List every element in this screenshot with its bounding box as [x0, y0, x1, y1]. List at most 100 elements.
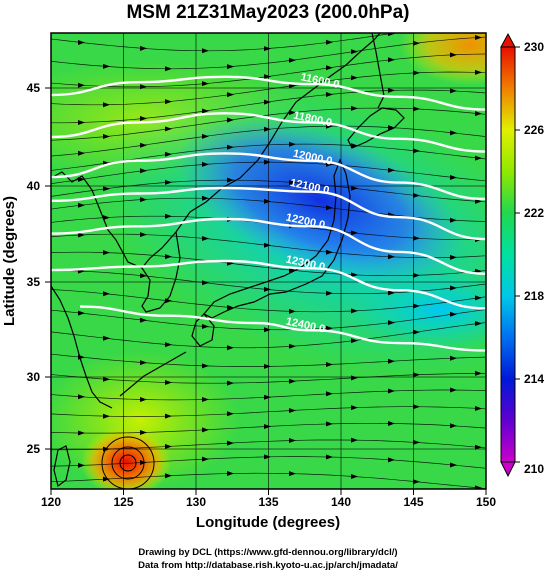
streamline: [51, 422, 486, 434]
streamline-arrow: [289, 378, 296, 384]
streamline-arrow: [388, 254, 395, 260]
streamline-arrow: [103, 102, 110, 108]
streamline: [51, 33, 398, 52]
streamline: [51, 373, 485, 384]
x-tick-label: 130: [186, 495, 206, 509]
streamline-arrow: [264, 327, 271, 333]
streamline-arrow: [78, 40, 85, 45]
streamline: [51, 289, 486, 313]
streamline-arrow: [202, 81, 209, 87]
streamline-arrow: [264, 454, 271, 460]
streamline-arrow: [140, 197, 147, 203]
streamline-arrow: [78, 150, 85, 156]
streamline: [51, 53, 486, 88]
streamline-arrow: [202, 133, 209, 139]
coast-ryukyu: [119, 351, 187, 397]
streamline-arrow: [450, 52, 457, 58]
x-tick-label: 150: [476, 495, 496, 509]
streamline-arrow: [475, 406, 482, 411]
streamline-arrow: [103, 476, 110, 482]
streamline-arrow: [351, 474, 358, 479]
streamline-arrow: [202, 161, 209, 167]
streamline: [51, 406, 486, 417]
y-tick-label: 35: [27, 275, 41, 289]
coast-taiwan: [53, 445, 71, 488]
streamline-arrow: [351, 308, 358, 314]
streamline-arrow: [388, 33, 395, 37]
streamline-arrow: [140, 360, 147, 366]
streamline-arrow: [202, 108, 209, 114]
streamline: [51, 71, 486, 106]
streamline-arrow: [475, 444, 482, 450]
streamline-arrow: [103, 63, 110, 69]
streamline: [51, 233, 486, 259]
streamline-arrow: [140, 168, 147, 174]
streamline-arrow: [78, 462, 85, 468]
streamline-arrow: [475, 111, 482, 117]
streamline-arrow: [450, 23, 457, 28]
contour-line: [51, 152, 486, 201]
colorbar: 230 226 222 218 214 210: [500, 32, 544, 478]
streamline-arrow: [227, 64, 234, 70]
streamline-arrow: [413, 372, 420, 378]
streamline-arrow: [475, 35, 482, 40]
streamline-arrow: [351, 49, 358, 55]
streamline-arrow: [450, 130, 457, 136]
streamline-arrow: [289, 343, 296, 349]
streamline: [51, 251, 486, 277]
contour-line: [51, 259, 486, 310]
streamline-arrow: [289, 83, 296, 89]
colorbar-tick-label: 230: [524, 40, 544, 54]
streamline-arrow: [264, 394, 271, 400]
streamline-arrow: [450, 175, 457, 180]
streamline-arrow: [202, 195, 209, 201]
streamline-arrow: [475, 321, 482, 326]
y-axis-label: Latitude (degrees): [1, 196, 18, 326]
streamline-arrow: [413, 40, 420, 46]
streamline-arrow: [475, 155, 482, 161]
streamline-arrow: [103, 134, 110, 139]
colorbar-max-arrow: [500, 32, 516, 48]
streamline-arrow: [413, 479, 420, 485]
streamline-arrow: [351, 105, 358, 111]
streamline-arrow: [326, 65, 333, 71]
map-title: MSM 21Z31May2023 (200.0hPa): [126, 2, 409, 23]
streamline-arrow: [227, 92, 234, 98]
streamline-arrow: [264, 363, 271, 369]
streamline-arrow: [450, 355, 457, 361]
streamline-arrow: [289, 180, 296, 185]
streamline-arrow: [388, 358, 395, 364]
streamline-arrow: [351, 75, 358, 81]
streamline-arrow: [165, 413, 172, 419]
streamline-arrow: [103, 250, 110, 256]
streamline-arrow: [388, 290, 395, 296]
streamline-arrow: [165, 380, 172, 385]
streamline-arrow: [326, 454, 333, 460]
streamline-arrow: [413, 303, 420, 309]
streamline-arrow: [450, 387, 457, 393]
streamline-arrow: [326, 123, 333, 129]
streamline-arrow: [227, 411, 234, 417]
y-tick-label: 40: [27, 179, 41, 193]
streamline-arrow: [165, 213, 172, 219]
streamline-arrow: [227, 471, 234, 476]
streamline-arrow: [326, 325, 333, 331]
streamline-arrow: [165, 151, 172, 157]
streamline-arrow: [165, 444, 172, 449]
streamline-arrow: [289, 408, 296, 413]
x-tick-label: 135: [258, 495, 278, 509]
streamline-arrow: [227, 380, 234, 386]
streamline-arrow: [450, 285, 457, 291]
streamline-arrow: [351, 437, 358, 443]
streamline-arrow: [388, 388, 395, 394]
streamline-arrow: [140, 116, 147, 121]
streamline: [51, 125, 486, 157]
streamline-arrow: [202, 363, 209, 369]
contour-line: [51, 112, 486, 153]
field-jet-core: [177, 116, 463, 284]
credit-drawing: Drawing by DCL (https://www.gfd-dennou.o…: [138, 547, 397, 558]
streamline-arrow: [289, 110, 296, 115]
coast-hokkaido: [347, 107, 405, 149]
streamline-arrow: [78, 82, 85, 88]
